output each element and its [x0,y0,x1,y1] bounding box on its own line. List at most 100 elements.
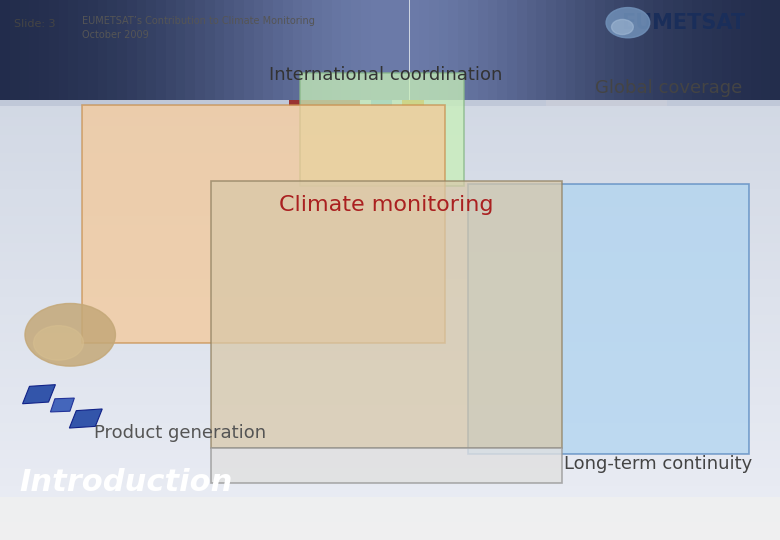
Bar [136,0,147,100]
Bar [321,0,331,100]
Bar [234,0,243,100]
Bar [69,0,78,100]
Bar [0,522,780,531]
Bar [537,0,546,100]
Bar [381,0,390,100]
Bar [711,0,722,100]
Bar [0,342,780,351]
Bar [0,486,780,495]
Bar [0,396,780,405]
Bar [682,0,693,100]
Bar [0,117,780,126]
Bar [165,0,176,100]
Bar [0,387,780,396]
Bar [0,513,780,522]
Bar [0,360,780,369]
Bar [30,0,39,100]
Bar [594,0,604,100]
Text: Climate monitoring: Climate monitoring [279,195,494,215]
Bar [750,0,760,100]
Bar [370,100,392,106]
Bar [0,423,780,432]
Bar [0,0,9,100]
Bar [0,171,780,180]
Bar [468,0,477,100]
Bar [402,100,424,106]
Text: EUMETSAT’s Contribution to Climate Monitoring
October 2009: EUMETSAT’s Contribution to Climate Monit… [82,17,315,39]
Bar [0,207,780,216]
Bar [0,279,780,288]
Bar [0,126,780,135]
Bar [273,0,282,100]
Bar [555,0,566,100]
Bar [156,0,165,100]
Bar [0,225,780,234]
Bar [760,0,771,100]
Bar [78,0,87,100]
Bar [0,54,780,63]
Text: Introduction: Introduction [20,468,233,497]
Bar [289,100,360,106]
Bar [0,135,780,144]
Bar [576,0,585,100]
Bar [468,184,749,454]
Bar [82,105,445,343]
Bar [225,0,234,100]
Bar [0,315,780,324]
Bar [176,0,186,100]
Bar [48,0,58,100]
Bar [254,0,264,100]
Bar [644,0,654,100]
Bar [0,243,780,252]
Bar [0,306,780,315]
Bar [126,0,136,100]
Bar [0,153,780,162]
Bar [390,0,399,100]
Text: Global coverage: Global coverage [595,79,743,97]
Bar [0,497,780,540]
Bar [0,0,780,9]
Bar [0,414,780,423]
Bar [526,0,537,100]
Bar [477,0,488,100]
Bar [0,432,780,441]
Bar [0,234,780,243]
Text: EUMETSAT: EUMETSAT [621,12,745,33]
Bar [211,448,562,483]
Bar [624,0,633,100]
Bar [342,0,351,100]
Bar [215,0,225,100]
Bar [0,144,780,153]
Bar [0,495,780,504]
Bar [507,0,516,100]
Circle shape [34,326,83,360]
Bar [0,36,780,45]
Bar [204,0,215,100]
Bar [292,0,303,100]
Bar [615,0,624,100]
Bar [0,378,780,387]
Circle shape [612,19,633,35]
Bar [195,0,204,100]
Bar [39,0,48,100]
Bar [0,252,780,261]
Bar [498,0,507,100]
Text: International coordination: International coordination [269,65,503,84]
Bar [771,0,780,100]
Bar [448,0,458,100]
Bar [672,0,682,100]
Bar [516,0,526,100]
Bar [722,0,732,100]
Bar [438,0,448,100]
Bar [243,0,254,100]
Bar [0,18,780,27]
Bar [702,0,711,100]
Text: Long-term continuity: Long-term continuity [565,455,753,472]
Bar [546,0,555,100]
Bar [0,450,780,459]
Bar [186,0,195,100]
Bar [0,162,780,171]
Bar [0,72,780,81]
Circle shape [606,8,650,38]
Bar [0,261,780,270]
